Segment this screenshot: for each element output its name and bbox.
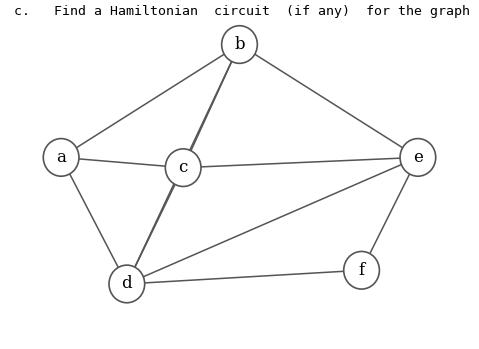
Ellipse shape [43, 139, 79, 176]
Ellipse shape [222, 26, 257, 64]
Text: d: d [122, 275, 132, 292]
Text: c: c [179, 159, 188, 176]
Text: f: f [358, 262, 365, 279]
Ellipse shape [400, 139, 436, 176]
Text: c.   Find a Hamiltonian  circuit  (if any)  for the graph below.: c. Find a Hamiltonian circuit (if any) f… [14, 5, 479, 18]
Ellipse shape [165, 149, 201, 186]
Ellipse shape [109, 265, 145, 303]
Text: b: b [234, 36, 245, 53]
Text: a: a [56, 149, 66, 166]
Ellipse shape [344, 251, 379, 289]
Text: e: e [413, 149, 423, 166]
